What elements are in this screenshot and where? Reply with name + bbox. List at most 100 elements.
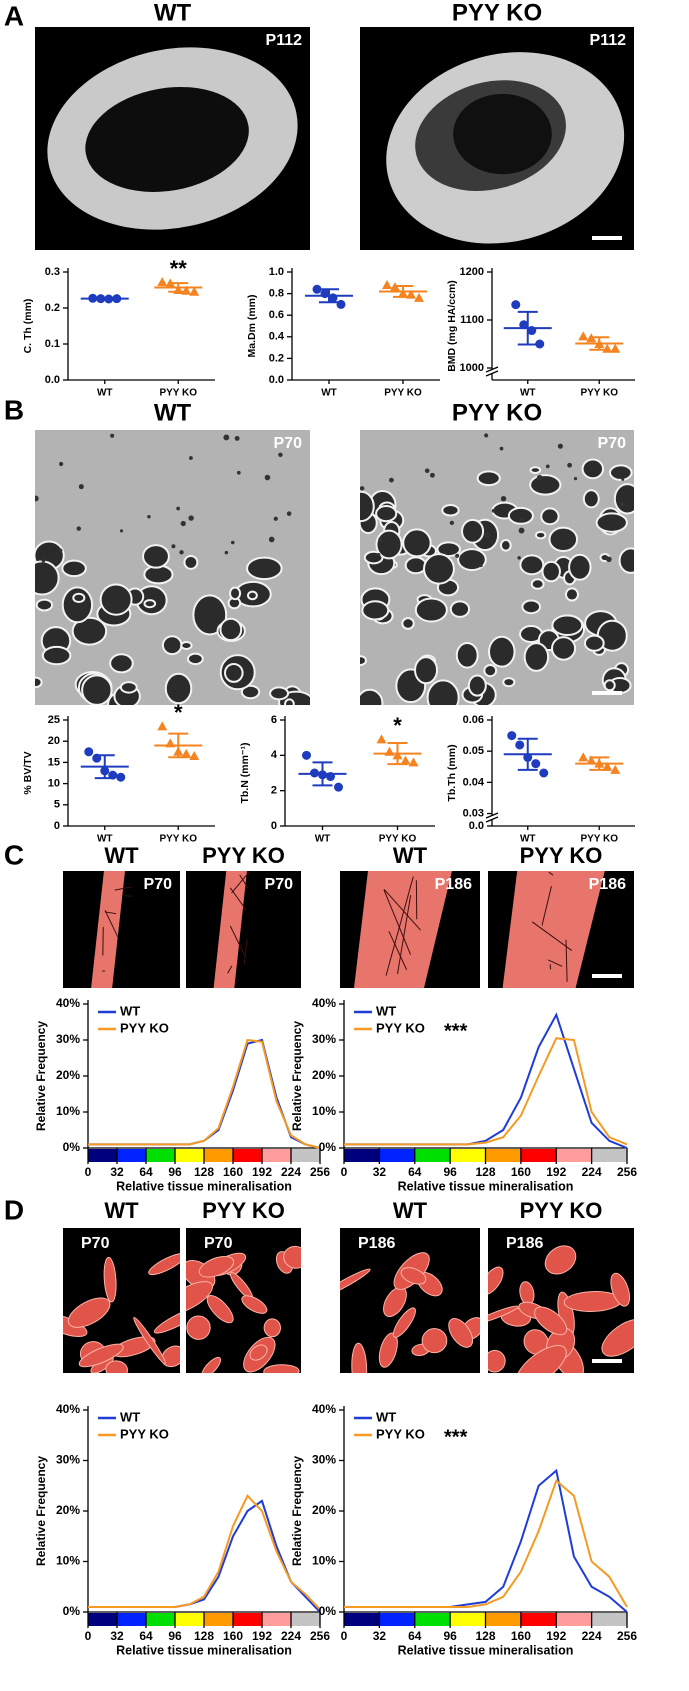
significance: *** [444,1426,468,1448]
image-tag: P186 [358,1235,395,1252]
data-point [507,731,517,741]
colorbar-segment [146,1613,175,1626]
series-line [88,1038,321,1149]
trabecula [241,1295,268,1314]
y-tick-label: 0% [63,1140,81,1154]
pore [595,512,628,533]
data-point [511,300,521,310]
pore [551,636,577,661]
y-tick-label: 0.0 [45,374,60,386]
x-tick-label: 128 [475,1165,495,1179]
image-tag: P70 [144,876,173,893]
y-axis-label: BMD (mg HA/ccm) [446,280,458,372]
data-point [535,339,545,349]
pore [240,684,261,700]
x-axis-label: Relative tissue mineralisation [398,1179,574,1193]
x-tick-label: PYY KO [159,834,197,845]
data-point [531,759,541,769]
x-axis-label: Relative tissue mineralisation [398,1643,574,1657]
error-bar [319,288,339,304]
trabecula [206,1295,234,1324]
canal [273,516,278,521]
pore [530,578,545,590]
error-bar [168,732,189,759]
y-tick-label: 0% [63,1604,81,1618]
y-tick-label: 20% [312,1503,336,1517]
y-tick-label: 0.1 [45,338,60,350]
pore [41,645,72,666]
colorbar-segment [344,1149,380,1162]
canal [176,506,180,511]
trabecula [610,1272,631,1307]
y-tick-label: 0.06 [463,714,484,726]
y-tick-label: 20% [56,1503,80,1517]
x-tick-label: 64 [139,1629,153,1643]
canal [517,556,521,560]
trabecula [63,1313,88,1337]
y-axis-label: Relative Frequency [290,1021,304,1131]
pore [502,677,516,688]
trabecula [153,1305,180,1334]
x-tick-label: 0 [85,1629,92,1643]
image-tag: P112 [590,32,627,49]
canal [286,511,292,516]
pore [247,590,258,601]
trabecula [103,1256,117,1303]
micrograph [340,871,480,988]
x-tick-label: 224 [281,1165,301,1179]
canal [557,443,563,449]
image-tag: P70 [598,435,627,452]
y-tick-label: 0.4 [269,331,285,343]
y-tick-label: 0.6 [269,309,284,321]
pore [521,599,542,615]
canal [606,556,612,563]
canal [119,529,124,533]
trabecula [351,1342,368,1373]
image-title: PYY KO [202,843,285,868]
trabecula [400,1267,427,1285]
crack [243,938,248,965]
y-tick-label: 30% [312,1453,336,1467]
canal [147,515,151,519]
canal [518,527,525,534]
image-title: WT [154,399,192,426]
data-point [602,761,613,771]
pore [180,640,193,650]
image-title: WT [393,843,428,868]
canal [536,474,543,481]
trabecula [78,1343,124,1368]
data-point [302,750,311,760]
y-tick-label: 30% [56,1032,80,1046]
x-tick-label: 160 [223,1629,243,1643]
bone-section [354,871,452,988]
pore [564,587,579,602]
pore [219,617,243,642]
canal [180,520,186,527]
data-point [539,768,549,778]
x-tick-label: 0 [85,1165,92,1179]
y-tick-label: 10% [56,1104,80,1118]
image-title: WT [104,843,139,868]
y-tick-label: 0.0 [269,374,284,386]
colorbar-segment [450,1613,486,1626]
error-bar [94,296,115,301]
trabecula [448,1318,474,1348]
trabecula [392,1307,416,1338]
y-tick-label: 20 [48,735,60,747]
colorbar-segment [117,1149,146,1162]
crack [383,889,421,931]
trabecula [488,1266,504,1295]
image-tag: P112 [266,32,303,49]
trabecula [340,1268,371,1299]
colorbar-segment [591,1613,627,1626]
colorbar-segment [344,1613,380,1626]
trabecula [67,1297,111,1328]
trabecula [198,1255,235,1278]
image-title: PYY KO [520,843,603,868]
colorbar-segment [88,1149,117,1162]
y-axis-label: Tb.N (mm⁻¹) [239,743,251,804]
crack [383,889,412,955]
y-tick-label: 0.04 [463,776,485,788]
x-tick-label: WT [520,388,536,399]
pore [35,598,54,612]
